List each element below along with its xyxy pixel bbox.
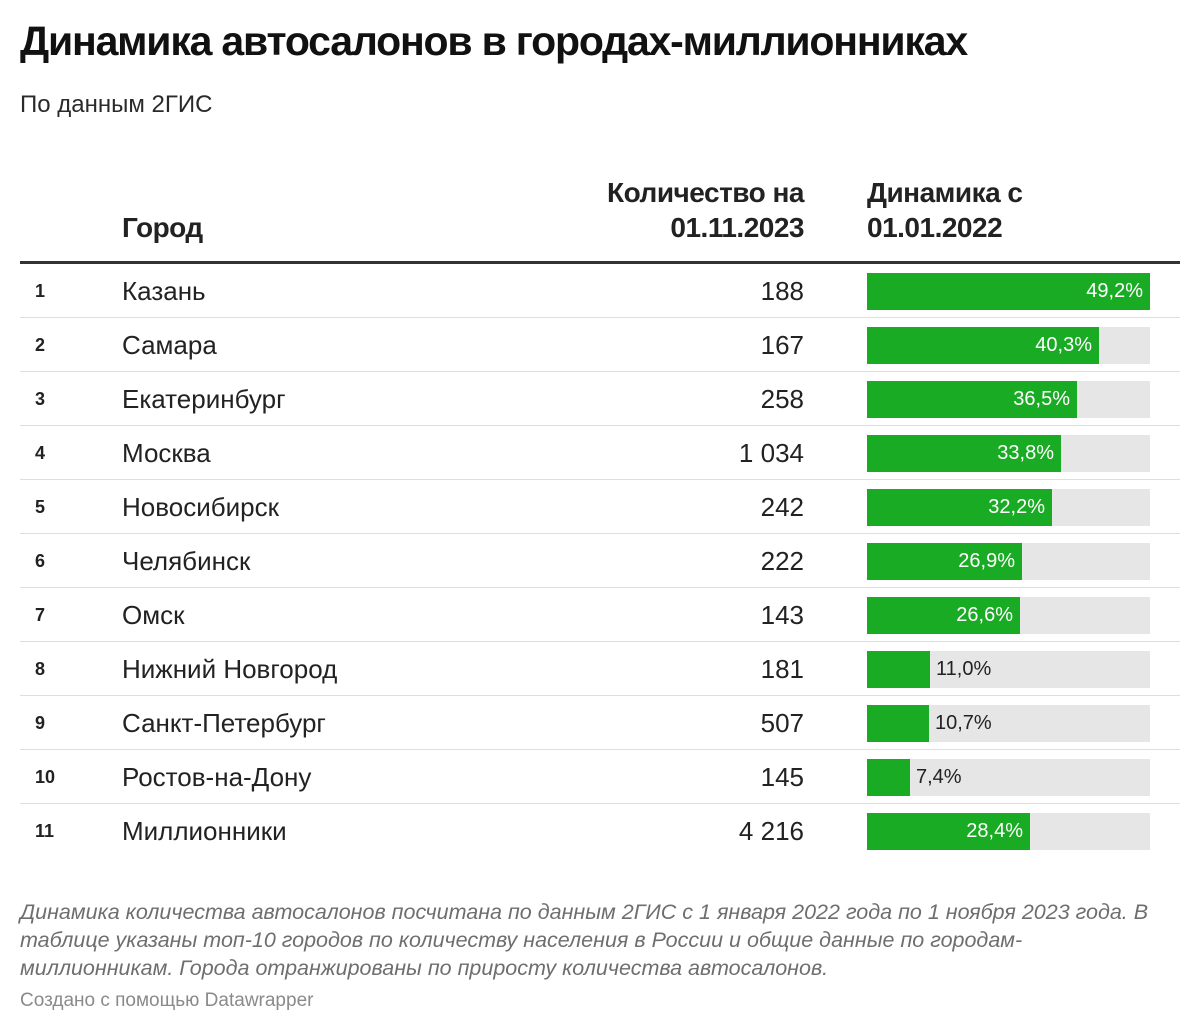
table-row: 7 Омск 143 26,6% <box>20 588 1180 642</box>
bar-value-label: 11,0% <box>936 658 992 680</box>
table-row: 2 Самара 167 40,3% <box>20 318 1180 372</box>
row-city: Омск <box>122 600 185 630</box>
bar-value-label: 26,6% <box>956 604 1013 626</box>
bar-fill <box>867 813 1030 850</box>
row-city: Челябинск <box>122 546 251 576</box>
bar-value-label: 28,4% <box>966 820 1023 842</box>
bar-fill <box>867 435 1061 472</box>
table-row: 1 Казань 188 49,2% <box>20 264 1180 318</box>
chart-notes: Динамика количества автосалонов посчитан… <box>20 900 1149 980</box>
row-rank: 8 <box>35 659 46 679</box>
bar-fill <box>867 759 910 796</box>
row-count: 167 <box>760 330 804 360</box>
table-row: 8 Нижний Новгород 181 11,0% <box>20 642 1180 696</box>
bar-value-label: 49,2% <box>1086 280 1143 302</box>
row-rank: 7 <box>35 605 46 625</box>
row-rank: 1 <box>35 281 46 301</box>
table-row: 4 Москва 1 034 33,8% <box>20 426 1180 480</box>
row-count: 222 <box>760 546 804 576</box>
bar-fill <box>867 273 1150 310</box>
bar-track: 28,4% <box>867 813 1150 850</box>
table-row: 5 Новосибирск 242 32,2% <box>20 480 1180 534</box>
row-city: Нижний Новгород <box>122 654 338 684</box>
bar-value-label: 40,3% <box>1035 334 1092 356</box>
row-rank: 6 <box>35 551 46 571</box>
bar-track: 33,8% <box>867 435 1150 472</box>
bar-track: 36,5% <box>867 381 1150 418</box>
table-row: 3 Екатеринбург 258 36,5% <box>20 372 1180 426</box>
row-city: Казань <box>122 276 206 306</box>
row-city: Миллионники <box>122 816 287 846</box>
bar-track: 26,9% <box>867 543 1150 580</box>
row-city: Москва <box>122 438 211 468</box>
row-count: 143 <box>760 600 804 630</box>
table-row: 6 Челябинск 222 26,9% <box>20 534 1180 588</box>
bar-fill <box>867 705 929 742</box>
bar-track: 26,6% <box>867 597 1150 634</box>
bar-fill <box>867 597 1020 634</box>
table-row: 9 Санкт-Петербург 507 10,7% <box>20 696 1180 750</box>
row-city: Новосибирск <box>122 492 279 522</box>
row-rank: 4 <box>35 443 46 463</box>
row-city: Екатеринбург <box>122 384 286 414</box>
row-city: Ростов-на-Дону <box>122 762 312 792</box>
bar-value-label: 36,5% <box>1013 388 1070 410</box>
row-count: 188 <box>760 276 804 306</box>
column-header-dynamics[interactable]: Динамика с 01.01.2022 <box>867 177 1023 243</box>
bar-track: 7,4% <box>867 759 1150 796</box>
chart-credit[interactable]: Создано с помощью Datawrapper <box>20 990 314 1011</box>
row-rank: 5 <box>35 497 46 517</box>
bar-fill <box>867 327 1099 364</box>
column-header-count[interactable]: Количество на 01.11.2023 <box>607 177 804 243</box>
chart-title: Динамика автосалонов в городах-миллионни… <box>20 18 968 64</box>
row-count: 181 <box>760 654 804 684</box>
row-count: 258 <box>760 384 804 414</box>
row-rank: 3 <box>35 389 46 409</box>
row-rank: 9 <box>35 713 46 733</box>
table-row: 10 Ростов-на-Дону 145 7,4% <box>20 750 1180 804</box>
bar-value-label: 10,7% <box>935 712 992 734</box>
table-row: 11 Миллионники 4 216 28,4% <box>20 804 1180 858</box>
bar-value-label: 33,8% <box>997 442 1054 464</box>
bar-track: 11,0% <box>867 651 1150 688</box>
row-city: Санкт-Петербург <box>122 708 326 738</box>
header-divider <box>20 261 1180 264</box>
bar-fill <box>867 651 930 688</box>
row-rank: 2 <box>35 335 46 355</box>
bar-fill <box>867 381 1077 418</box>
bar-value-label: 26,9% <box>958 550 1015 572</box>
bar-track: 32,2% <box>867 489 1150 526</box>
row-rank: 10 <box>35 767 56 787</box>
row-count: 145 <box>760 762 804 792</box>
bar-fill <box>867 543 1022 580</box>
row-count: 507 <box>760 708 804 738</box>
row-city: Самара <box>122 330 217 360</box>
row-rank: 11 <box>35 821 55 841</box>
bar-track: 40,3% <box>867 327 1150 364</box>
row-count: 1 034 <box>738 438 804 468</box>
bar-track: 10,7% <box>867 705 1150 742</box>
column-header-city[interactable]: Город <box>122 212 203 243</box>
row-count: 242 <box>760 492 804 522</box>
row-count: 4 216 <box>738 816 804 846</box>
bar-fill <box>867 489 1052 526</box>
chart-subtitle: По данным 2ГИС <box>20 91 213 118</box>
table-body: 1 Казань 188 49,2% 2 Самара 167 40,3% 3 Екатеринб… <box>20 264 1180 858</box>
bar-value-label: 32,2% <box>988 496 1045 518</box>
bar-value-label: 7,4% <box>916 766 962 788</box>
bar-track: 49,2% <box>867 273 1150 310</box>
